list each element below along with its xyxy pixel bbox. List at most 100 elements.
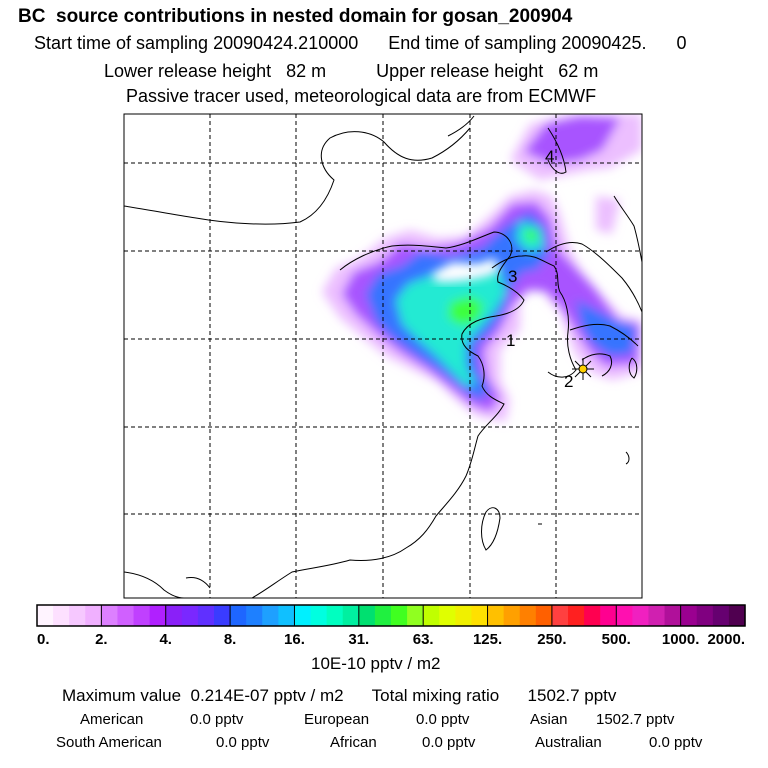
site-label-4: 4 [545,147,554,166]
colorbar-unit: 10E-10 pptv / m2 [311,654,441,673]
colorbar-tick-label: 2000. [707,631,745,648]
colorbar-cell [535,605,553,626]
colorbar-tick-label: 63. [413,631,434,648]
colorbar-cell [133,605,151,626]
colorbar-cell [230,605,247,626]
colorbar-cell [246,605,263,626]
colorbar-cell [53,605,70,626]
contrib-value-south-american: 0.0 pptv [216,734,270,751]
colorbar-cell [117,605,135,626]
colorbar-cell [455,605,473,626]
contrib-name-south-american: South American [56,734,162,751]
colorbar-cell [391,605,408,626]
colorbar-cell [85,605,102,626]
colorbar-cell [278,605,296,626]
colorbar-cell [358,605,376,626]
plot-title: BC source contributions in nested domain… [18,6,573,27]
contrib-name-asian: Asian [530,711,568,728]
lower-height-label: Lower release height [104,61,272,81]
lower-height-value: 82 m [286,61,327,81]
end-time-suffix: 0 [676,33,687,53]
colorbar-cell [632,605,650,626]
contrib-value-australian: 0.0 pptv [649,734,703,751]
colorbar-tick-label: 16. [284,631,305,648]
colorbar-cell [584,605,601,626]
colorbar-tick-label: 250. [537,631,566,648]
colorbar-cell [197,605,215,626]
total-mixing-value: 1502.7 pptv [527,686,617,705]
colorbar-cells [37,605,746,626]
colorbar-tick-label: 1000. [662,631,700,648]
end-time-label: End time of sampling [388,33,557,53]
colorbar-cell [568,605,585,626]
colorbar-tick-label: 0. [37,631,50,648]
colorbar-cell [37,605,54,626]
colorbar-cell [712,605,730,626]
contrib-name-african: African [330,734,377,751]
summary-max-total: Maximum value 0.214E-07 pptv / m2 Total … [62,687,616,704]
total-mixing-label: Total mixing ratio [371,686,500,705]
contrib-value-european: 0.0 pptv [416,711,470,728]
colorbar: 0. 2. 4. 8. 16. 31. 63. 125. 250. 500. 1000. 2000. [36,604,746,648]
colorbar-cell [471,605,489,626]
contrib-value-american: 0.0 pptv [190,711,244,728]
colorbar-cell [310,605,328,626]
map-frame [123,113,643,599]
colorbar-tick-label: 2. [95,631,108,648]
colorbar-cell [149,605,167,626]
colorbar-cell [664,605,682,626]
colorbar-cell [600,605,617,626]
contrib-name-australian: Australian [535,734,602,751]
colorbar-cell [69,605,86,626]
colorbar-cell [487,605,505,626]
colorbar-cell [165,605,183,626]
colorbar-tick-label: 31. [348,631,369,648]
colorbar-cell [503,605,521,626]
map-panel: 1 2 3 4 [123,113,643,599]
star-marker [572,358,594,380]
colorbar-tick-label: 8. [224,631,237,648]
upper-height-label: Upper release height [376,61,544,81]
colorbar-cell [551,605,569,626]
colorbar-tick-label: 500. [602,631,631,648]
site-label-2: 2 [564,372,573,391]
lat-lon-grid [124,114,642,598]
colorbar-cell [294,605,312,626]
upper-height-value: 62 m [558,61,599,81]
colorbar-cell [423,605,440,626]
colorbar-cell [439,605,456,626]
colorbar-cell [342,605,360,626]
colorbar-cell [326,605,344,626]
colorbar-cell [407,605,424,626]
max-value: 0.214E-07 pptv / m2 [190,686,344,705]
colorbar-cell [519,605,537,626]
colorbar-cell [214,605,231,626]
colorbar-cell [616,605,633,626]
colorbar-frame [36,604,746,627]
colorbar-cell [262,605,279,626]
contrib-value-african: 0.0 pptv [422,734,476,751]
max-value-label: Maximum value [62,686,182,705]
colorbar-cell [680,605,698,626]
coastlines [124,115,642,598]
contrib-value-asian: 1502.7 pptv [596,711,675,728]
start-time-value: 20090424.210000 [213,33,359,53]
colorbar-tick-label: 125. [473,631,502,648]
release-heights: Lower release height 82 m Upper release … [104,62,598,80]
contrib-name-european: European [304,711,370,728]
colorbar-cell [696,605,714,626]
colorbar-cell [181,605,199,626]
colorbar-cell [728,605,746,626]
colorbar-cell [374,605,392,626]
sampling-times: Start time of sampling 20090424.210000 E… [34,34,687,52]
colorbar-cell [648,605,666,626]
plume-field [322,114,642,422]
contrib-name-american: American [80,711,144,728]
site-label-1: 1 [506,331,515,350]
tracer-note: Passive tracer used, meteorological data… [126,86,597,106]
colorbar-tick-label: 4. [159,631,172,648]
start-time-label: Start time of sampling [34,33,209,53]
site-label-3: 3 [508,267,517,286]
colorbar-cell [101,605,119,626]
end-time-value: 20090425. [561,33,647,53]
